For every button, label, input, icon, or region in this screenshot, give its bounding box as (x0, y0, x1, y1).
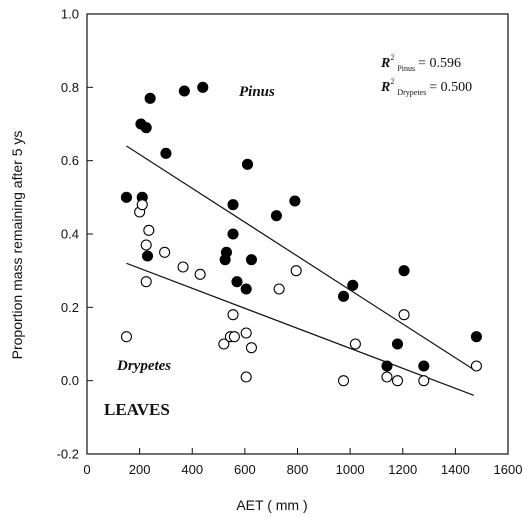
x-tick-label: 600 (234, 462, 256, 477)
r2-pinus-subscript: Pinus (397, 64, 415, 73)
x-tick-label: 800 (287, 462, 309, 477)
pinus-point (289, 195, 301, 207)
panel-label: LEAVES (104, 400, 170, 419)
y-tick-label: -0.2 (57, 447, 79, 462)
axis-ticks (86, 13, 509, 455)
y-tick-labels: -0.2 0.0 0.2 0.4 0.6 0.8 1.0 (57, 7, 79, 462)
y-tick-label: 0.8 (61, 80, 79, 95)
drypetes-point (177, 261, 189, 273)
x-tick-label: 200 (129, 462, 151, 477)
pinus-point (270, 210, 283, 222)
pinus-label: Pinus (239, 84, 275, 100)
drypetes-point (140, 239, 152, 251)
drypetes-point (194, 268, 206, 280)
drypetes-point (398, 309, 410, 321)
pinus-point (381, 360, 393, 372)
pinus-point (391, 338, 404, 350)
drypetes-point (140, 276, 152, 288)
drypetes-trend-line (126, 262, 475, 396)
x-axis-title: AET ( mm ) (236, 497, 307, 513)
pinus-point (144, 92, 156, 104)
r2-pinus-annotation: R2Pinus = 0.596 (380, 53, 461, 73)
pinus-point (241, 158, 254, 170)
drypetes-point (218, 338, 230, 350)
y-axis-title: Proportion mass remaining after 5 ys (9, 131, 25, 360)
pinus-point (120, 191, 133, 203)
pinus-point (470, 331, 482, 343)
drypetes-point (418, 375, 430, 387)
pinus-point (227, 228, 239, 240)
y-tick-label: 0.4 (61, 227, 79, 242)
drypetes-point (273, 283, 285, 295)
r2-drypetes-annotation: R2Drypetes = 0.500 (380, 77, 472, 97)
pinus-point (240, 283, 252, 295)
x-tick-label: 400 (181, 462, 203, 477)
r2-drypetes-value: = 0.500 (429, 80, 472, 95)
x-tick-label: 0 (83, 462, 90, 477)
drypetes-point (143, 224, 155, 236)
pinus-point (160, 147, 172, 159)
pinus-point (231, 276, 243, 288)
drypetes-label: Drypetes (116, 358, 171, 374)
pinus-point (141, 250, 154, 262)
r2-pinus-value: = 0.596 (418, 56, 461, 71)
x-tick-label: 1000 (336, 462, 365, 477)
x-tick-labels: 0 200 400 600 800 1000 1200 1400 1600 (83, 462, 522, 477)
drypetes-point (136, 199, 148, 211)
drypetes-point (245, 342, 258, 354)
pinus-point (418, 360, 430, 372)
y-tick-label: 0.2 (61, 300, 79, 315)
drypetes-point (120, 331, 133, 343)
drypetes-point (391, 375, 404, 387)
drypetes-point (240, 327, 252, 339)
pinus-point (337, 290, 350, 302)
r2-power: 2 (390, 77, 394, 86)
y-tick-label: 0.0 (61, 373, 79, 388)
pinus-point (220, 246, 233, 258)
drypetes-point (240, 371, 252, 383)
trend-lines (126, 145, 475, 396)
plot-frame (86, 13, 509, 455)
data-points (120, 81, 482, 387)
drypetes-point (159, 246, 171, 258)
pinus-point (347, 279, 359, 291)
r2-power: 2 (390, 53, 394, 62)
drypetes-point (227, 309, 239, 321)
pinus-point (227, 199, 239, 211)
drypetes-point (470, 360, 482, 372)
pinus-point (197, 81, 209, 93)
x-tick-label: 1600 (494, 462, 523, 477)
r2-drypetes-subscript: Drypetes (397, 88, 426, 97)
drypetes-point (337, 375, 350, 387)
r2-symbol: R (380, 56, 390, 71)
drypetes-point (290, 265, 302, 277)
y-tick-label: 1.0 (61, 7, 79, 22)
drypetes-point (349, 338, 361, 350)
pinus-trend-line (126, 145, 475, 371)
pinus-point (178, 85, 190, 97)
x-tick-label: 1400 (441, 462, 470, 477)
pinus-point (140, 122, 152, 134)
pinus-point (398, 265, 410, 277)
drypetes-point (228, 331, 240, 343)
r2-symbol: R (380, 80, 390, 95)
drypetes-point (381, 371, 393, 383)
y-tick-label: 0.6 (61, 153, 79, 168)
x-tick-label: 1200 (388, 462, 417, 477)
pinus-point (245, 254, 258, 266)
